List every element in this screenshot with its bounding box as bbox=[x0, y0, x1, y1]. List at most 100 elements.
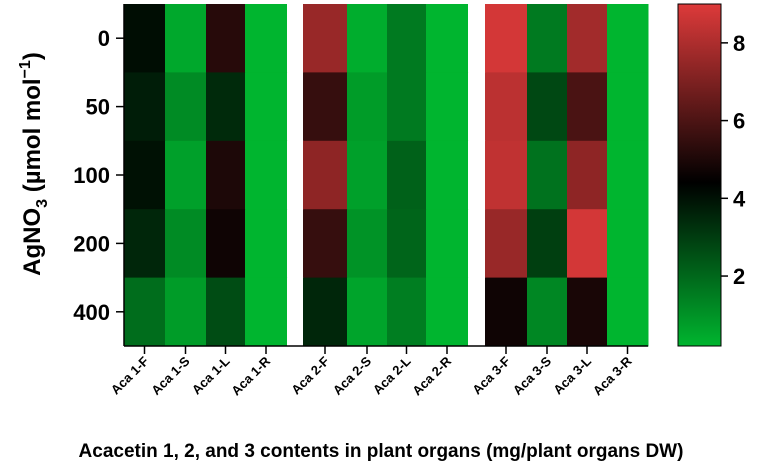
heatmap-cell bbox=[245, 72, 288, 142]
heatmap-cell bbox=[607, 140, 649, 210]
heatmap-cell bbox=[607, 4, 649, 73]
heatmap-cell bbox=[527, 4, 568, 73]
x-tick-label: Aca 1-S bbox=[148, 353, 193, 398]
y-axis-title: AgNO3 (µmol mol−1) bbox=[17, 52, 51, 276]
heatmap-cell bbox=[567, 72, 608, 142]
heatmap-cell bbox=[165, 209, 207, 279]
heatmap-cell bbox=[567, 4, 608, 73]
color-bar: 2 4 6 8 bbox=[677, 3, 746, 347]
heatmap-cell bbox=[426, 140, 469, 210]
heatmap-cell bbox=[347, 140, 388, 210]
heatmap-cell bbox=[426, 4, 469, 73]
heatmap-cell bbox=[165, 277, 207, 347]
heatmap-cell bbox=[303, 140, 348, 210]
heatmap-cell bbox=[607, 209, 649, 279]
heatmap-cell bbox=[303, 277, 348, 347]
heatmap-cells bbox=[124, 4, 649, 347]
heatmap-cell bbox=[206, 72, 246, 142]
heatmap-cell bbox=[387, 140, 427, 210]
heatmap-cell bbox=[206, 4, 246, 73]
color-bar-tick-label: 2 bbox=[733, 264, 745, 289]
heatmap-gap bbox=[287, 4, 304, 73]
color-bar-ticks: 2 4 6 8 bbox=[721, 31, 746, 289]
x-tick-label: Aca 3-R bbox=[590, 353, 635, 398]
heatmap-cell bbox=[245, 140, 288, 210]
x-tick-label: Aca 3-F bbox=[469, 353, 513, 397]
heatmap-cell bbox=[485, 72, 528, 142]
heatmap-cell bbox=[165, 72, 207, 142]
heatmap-cell bbox=[485, 209, 528, 279]
x-tick-label: Aca 2-L bbox=[370, 353, 414, 397]
color-bar-tick-label: 6 bbox=[733, 109, 745, 134]
heatmap-cell bbox=[347, 277, 388, 347]
heatmap-cell bbox=[303, 4, 348, 73]
heatmap-cell bbox=[206, 140, 246, 210]
heatmap-gap bbox=[468, 72, 486, 142]
y-tick-label: 100 bbox=[73, 163, 110, 188]
heatmap-gap bbox=[287, 277, 304, 347]
heatmap-gap bbox=[468, 209, 486, 279]
heatmap-cell bbox=[124, 140, 166, 210]
heatmap-cell bbox=[245, 277, 288, 347]
heatmap-cell bbox=[527, 277, 568, 347]
x-tick-label: Aca 1-R bbox=[228, 353, 273, 398]
heatmap-cell bbox=[245, 4, 288, 73]
heatmap-cell bbox=[347, 72, 388, 142]
heatmap-cell bbox=[607, 72, 649, 142]
y-tick-label: 50 bbox=[86, 95, 110, 120]
heatmap-cell bbox=[165, 4, 207, 73]
x-tick-label: Aca 1-F bbox=[108, 353, 152, 397]
heatmap-cell bbox=[303, 72, 348, 142]
x-tick-label: Aca 3-S bbox=[510, 353, 555, 398]
color-bar-tick-label: 8 bbox=[733, 31, 745, 56]
heatmap-cell bbox=[165, 140, 207, 210]
heatmap-cell bbox=[124, 72, 166, 142]
heatmap-cell bbox=[426, 277, 469, 347]
heatmap-cell bbox=[124, 277, 166, 347]
heatmap-cell bbox=[347, 209, 388, 279]
heatmap-gap bbox=[468, 140, 486, 210]
heatmap-cell bbox=[347, 4, 388, 73]
heatmap-cell bbox=[485, 140, 528, 210]
color-bar-gradient bbox=[677, 3, 722, 347]
heatmap-gap bbox=[468, 277, 486, 347]
heatmap-cell bbox=[485, 4, 528, 73]
heatmap-cell bbox=[124, 209, 166, 279]
color-bar-tick-label: 4 bbox=[733, 186, 746, 211]
heatmap-cell bbox=[387, 209, 427, 279]
x-axis-title: Acacetin 1, 2, and 3 contents in plant o… bbox=[79, 441, 684, 462]
heatmap-cell bbox=[567, 277, 608, 347]
heatmap-cell bbox=[607, 277, 649, 347]
y-tick-label: 200 bbox=[73, 231, 110, 256]
y-tick-label: 0 bbox=[98, 26, 110, 51]
x-tick-label: Aca 2-F bbox=[288, 353, 332, 397]
heatmap-cell bbox=[567, 209, 608, 279]
heatmap-cell bbox=[206, 277, 246, 347]
heatmap-cell bbox=[567, 140, 608, 210]
heatmap-cell bbox=[527, 140, 568, 210]
heatmap-cell bbox=[527, 209, 568, 279]
x-tick-label: Aca 2-R bbox=[409, 353, 454, 398]
heatmap-gap bbox=[287, 140, 304, 210]
heatmap-cell bbox=[387, 277, 427, 347]
y-tick-label: 400 bbox=[73, 300, 110, 325]
x-tick-label: Aca 2-S bbox=[330, 353, 375, 398]
heatmap-cell bbox=[303, 209, 348, 279]
heatmap-cell bbox=[245, 209, 288, 279]
heatmap-cell bbox=[387, 72, 427, 142]
heatmap-gap bbox=[287, 209, 304, 279]
heatmap-gap bbox=[468, 4, 486, 73]
heatmap-cell bbox=[485, 277, 528, 347]
x-tick-label: Aca 1-L bbox=[189, 353, 233, 397]
heatmap-cell bbox=[527, 72, 568, 142]
heatmap-cell bbox=[206, 209, 246, 279]
heatmap-gap bbox=[287, 72, 304, 142]
heatmap-cell bbox=[124, 4, 166, 73]
heatmap-cell bbox=[426, 209, 469, 279]
heatmap-cell bbox=[387, 4, 427, 73]
x-tick-label: Aca 3-L bbox=[550, 353, 594, 397]
y-axis: 0 50 100 200 400 bbox=[73, 4, 125, 346]
heatmap-cell bbox=[426, 72, 469, 142]
